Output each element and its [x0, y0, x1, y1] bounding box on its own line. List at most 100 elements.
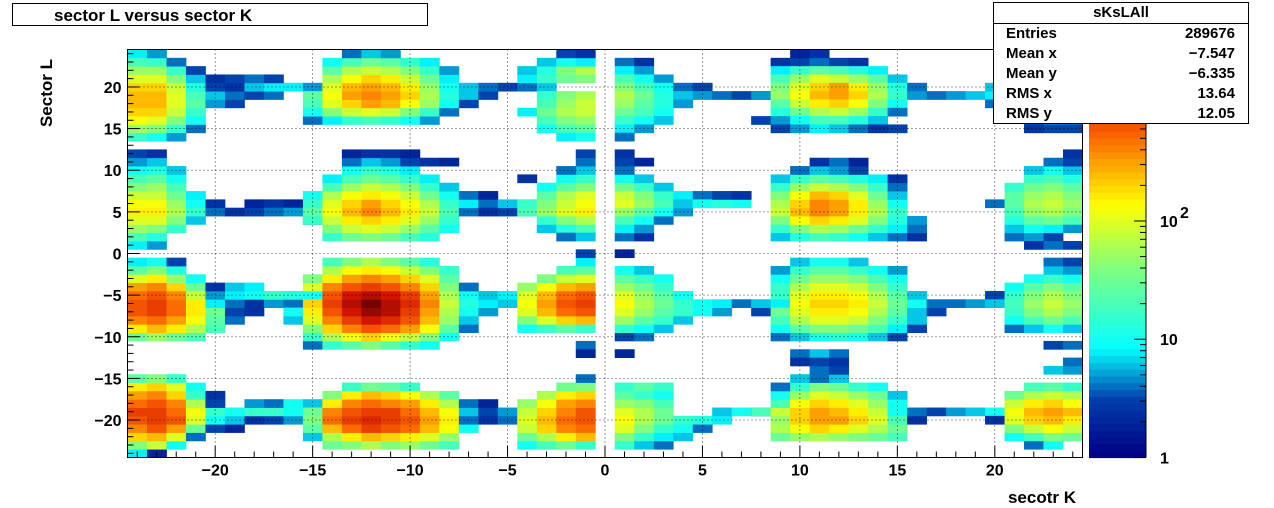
heatmap-cell: [848, 232, 869, 242]
colorbar-band: [1089, 185, 1146, 193]
heatmap-cell: [575, 74, 596, 84]
heatmap-cell: [575, 107, 596, 117]
heatmap-cell: [1024, 199, 1044, 209]
heatmap-cell: [634, 307, 655, 317]
heatmap-cell: [848, 274, 869, 284]
heatmap-cell: [634, 116, 655, 125]
heatmap-cell: [1004, 324, 1025, 334]
heatmap-cell: [224, 424, 245, 433]
colorbar-label: 10: [1160, 332, 1178, 349]
heatmap-cell: [1004, 424, 1025, 433]
heatmap-cell: [380, 324, 401, 334]
heatmap-cell: [205, 199, 226, 209]
heatmap-cell: [1063, 224, 1083, 234]
heatmap-cell: [361, 74, 382, 84]
heatmap-cell: [536, 66, 557, 75]
heatmap-cell: [341, 324, 362, 334]
heatmap-cell: [341, 174, 362, 184]
colorbar-band: [1089, 450, 1146, 459]
heatmap-cell: [653, 191, 674, 200]
heatmap-cell: [205, 207, 226, 217]
heatmap-cell: [770, 207, 791, 217]
heatmap-cell: [790, 74, 811, 84]
heatmap-cell: [556, 132, 577, 142]
heatmap-cell: [829, 424, 850, 433]
heatmap-cell: [185, 282, 206, 292]
heatmap-cell: [380, 74, 401, 84]
heatmap-cell: [770, 324, 791, 334]
heatmap-cell: [361, 66, 382, 75]
heatmap-cell: [614, 91, 635, 100]
colorbar-band: [1089, 382, 1146, 391]
heatmap-cell: [439, 290, 460, 300]
heatmap-cell: [127, 257, 148, 267]
heatmap-cell: [907, 232, 927, 242]
heatmap-cell: [361, 216, 382, 225]
heatmap-cell: [946, 91, 966, 100]
heatmap-cell: [185, 424, 206, 433]
heatmap-cell: [322, 324, 343, 334]
heatmap-cell: [302, 207, 323, 217]
heatmap-cell: [673, 191, 694, 200]
colorbar-band: [1089, 219, 1146, 227]
heatmap-cell: [439, 191, 460, 200]
heatmap-cell: [419, 57, 440, 67]
heatmap-cell: [439, 424, 460, 433]
heatmap-cell: [868, 224, 888, 234]
stats-value: −7.547: [1188, 45, 1235, 62]
heatmap-cell: [829, 207, 850, 217]
heatmap-cell: [887, 390, 908, 400]
heatmap-cell: [146, 257, 167, 267]
heatmap-cell: [341, 99, 362, 109]
heatmap-cell: [614, 74, 635, 84]
heatmap-cell: [1043, 207, 1064, 217]
heatmap-cell: [127, 432, 148, 442]
heatmap-cell: [205, 315, 226, 325]
heatmap-cell: [419, 174, 440, 184]
stats-value: −6.335: [1188, 65, 1235, 82]
heatmap-cell: [614, 290, 635, 300]
heatmap-cell: [244, 407, 265, 417]
heatmap-cell: [419, 332, 440, 342]
heatmap-cell: [634, 424, 655, 433]
colorbar-band: [1089, 437, 1146, 445]
x-tick-label: −10: [397, 463, 424, 480]
heatmap-cell: [868, 299, 888, 309]
heatmap-cell: [439, 390, 460, 400]
heatmap-cell: [380, 440, 401, 450]
heatmap-cell: [166, 274, 187, 284]
heatmap-cell: [341, 191, 362, 200]
heatmap-cell: [790, 216, 811, 225]
heatmap-cell: [634, 432, 655, 442]
heatmap-cell: [1024, 224, 1044, 234]
heatmap-cell: [536, 282, 557, 292]
heatmap-cell: [556, 174, 577, 184]
heatmap-cell: [1063, 307, 1083, 317]
heatmap-cell: [829, 182, 850, 192]
heatmap-cell: [556, 66, 577, 75]
heatmap-cell: [146, 315, 167, 325]
heatmap-cell: [614, 124, 635, 134]
heatmap-cell: [205, 390, 226, 400]
heatmap-cell: [1024, 232, 1044, 242]
heatmap-cell: [146, 374, 167, 383]
heatmap-cell: [1024, 399, 1044, 408]
heatmap-cell: [1024, 390, 1044, 400]
heatmap-cell: [556, 315, 577, 325]
colorbar-band: [1089, 430, 1146, 438]
heatmap-cell: [556, 224, 577, 234]
heatmap-cell: [400, 340, 421, 350]
heatmap-cell: [829, 82, 850, 92]
heatmap-cell: [848, 157, 869, 167]
heatmap-cell: [556, 182, 577, 192]
heatmap-cell: [244, 74, 265, 84]
x-tick-label: 0: [601, 463, 610, 480]
heatmap-cell: [556, 415, 577, 425]
heatmap-cell: [380, 66, 401, 75]
heatmap-cell: [1063, 390, 1083, 400]
heatmap-cell: [322, 199, 343, 209]
heatmap-cell: [575, 257, 596, 267]
heatmap-cell: [634, 157, 655, 167]
heatmap-cell: [1063, 216, 1083, 225]
heatmap-cell: [302, 99, 323, 109]
